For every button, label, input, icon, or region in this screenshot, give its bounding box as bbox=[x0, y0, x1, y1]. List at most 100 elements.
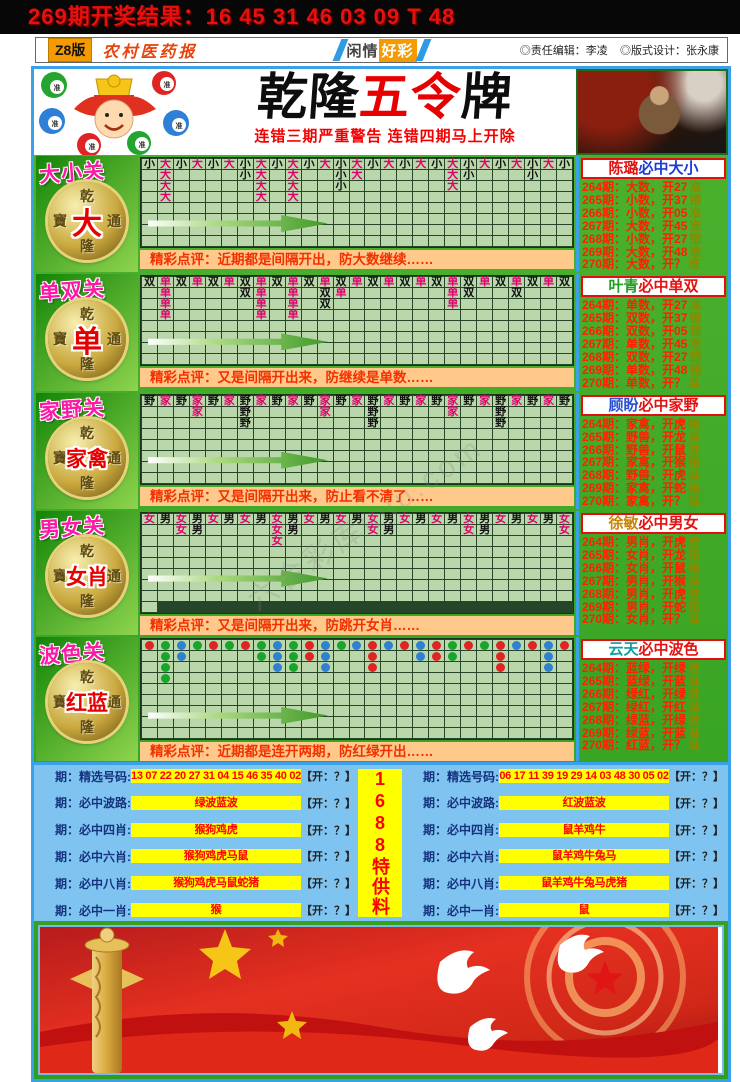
grid-cell bbox=[237, 321, 253, 332]
grid-cell bbox=[205, 717, 221, 728]
grid-cell bbox=[445, 717, 461, 728]
grid-cell bbox=[317, 461, 333, 472]
grid-cell bbox=[253, 662, 269, 673]
blue-dot bbox=[272, 662, 282, 672]
grid-cell bbox=[205, 332, 221, 343]
grid-cell bbox=[429, 580, 445, 591]
grid-cell bbox=[557, 332, 572, 343]
grid-cell bbox=[381, 214, 397, 224]
grid-cell bbox=[253, 684, 269, 695]
grid-cell bbox=[237, 684, 253, 695]
grid-cell bbox=[205, 706, 221, 717]
title-block: 乾隆五令牌 连错三期严重警告 连错四期马上开除 bbox=[194, 69, 576, 155]
prediction-row: 264期：家禽，开虎错 bbox=[581, 417, 726, 431]
grid-cell bbox=[365, 662, 381, 673]
grid-cell bbox=[349, 299, 365, 310]
grid-cell bbox=[397, 417, 413, 428]
grid-cell bbox=[269, 354, 285, 365]
panel-nannv: 徐敏必中男女 264期：男肖，开虎准 265期：女肖，开龙错 266期：女肖，开鼠错… bbox=[576, 511, 728, 636]
grid-cell bbox=[173, 591, 189, 602]
grid-cell bbox=[541, 428, 557, 439]
grid-cell bbox=[205, 640, 221, 651]
grid-cell bbox=[477, 332, 493, 343]
grid-cell bbox=[461, 728, 477, 739]
section-label: 男女关 乾 寶 通 隆 女肖 bbox=[36, 511, 138, 636]
grid-cell bbox=[237, 569, 253, 580]
grid-cell bbox=[349, 332, 365, 343]
grid-cell bbox=[461, 569, 477, 580]
grid-cell bbox=[557, 428, 572, 439]
pick-label: 期：必中一肖: bbox=[55, 903, 131, 918]
grid-cell bbox=[509, 717, 525, 728]
prediction-row: 266期：野兽，开鼠准 bbox=[581, 443, 726, 457]
grid-cell bbox=[221, 461, 237, 472]
grid-cell: 男 bbox=[285, 524, 301, 537]
panel-title-rest: 必中大小 bbox=[638, 160, 699, 177]
grid-cell bbox=[237, 450, 253, 461]
grid-cell bbox=[221, 236, 237, 246]
grid-cell bbox=[461, 225, 477, 235]
grid-cell bbox=[301, 406, 317, 417]
grid-cell bbox=[237, 536, 253, 547]
grid-cell bbox=[301, 450, 317, 461]
grid-cell bbox=[557, 717, 572, 728]
grid-wrap: 双单双单双单双单双单双单双单双单双单双单双单双单双单双单双单单双单单双双单单单双… bbox=[138, 274, 576, 390]
prediction-row: 269期：男肖，开蛇错 bbox=[581, 600, 726, 614]
grid-cell bbox=[477, 170, 493, 180]
grid-cell bbox=[525, 225, 541, 235]
grid-cell bbox=[381, 591, 397, 602]
coin-char: 乾 bbox=[80, 543, 94, 560]
grid-cell bbox=[461, 203, 477, 213]
prediction-row: 269期：大数，开48 准 bbox=[581, 245, 726, 259]
grid-cell: 野 bbox=[237, 405, 253, 418]
verdict-mark: 准 bbox=[688, 586, 701, 601]
coin-char: 通 bbox=[107, 213, 121, 229]
grid-cell bbox=[237, 461, 253, 472]
grid-cell bbox=[301, 525, 317, 536]
grid-cell bbox=[317, 310, 333, 321]
slash-decoration bbox=[415, 39, 431, 61]
grid-cell bbox=[541, 192, 557, 202]
grid-cell bbox=[397, 450, 413, 461]
verdict-mark: 准 bbox=[688, 375, 701, 390]
grid-cell bbox=[413, 354, 429, 365]
grid-cell bbox=[493, 536, 509, 547]
grid-cell bbox=[429, 236, 445, 246]
grid-cell bbox=[301, 695, 317, 706]
grid-cell bbox=[477, 354, 493, 365]
grid-cell: 大 bbox=[285, 169, 301, 181]
grid-cell bbox=[142, 236, 157, 246]
grid-cell bbox=[397, 706, 413, 717]
grid-cell bbox=[461, 439, 477, 450]
grid-cell bbox=[317, 236, 333, 246]
grid-cell bbox=[142, 321, 157, 332]
grid-cell bbox=[173, 728, 189, 739]
grid-cell bbox=[349, 214, 365, 224]
prediction-text: 269期：单数，开48 bbox=[582, 362, 688, 377]
grid-cell bbox=[557, 354, 572, 365]
grid-cell bbox=[413, 450, 429, 461]
section-jiaye: 家野关 乾 寶 通 隆 家禽 野家野家野家野家野家野家野家野家野家野家野家野家野… bbox=[34, 392, 728, 510]
grid-cell bbox=[381, 673, 397, 684]
grid-cell bbox=[525, 288, 541, 299]
grid-cell bbox=[269, 472, 285, 483]
grid-cell: 小 bbox=[173, 158, 189, 170]
grid-cell bbox=[557, 640, 572, 651]
grid-cell bbox=[541, 728, 557, 739]
grid-cell bbox=[253, 417, 269, 428]
grid-cell bbox=[301, 299, 317, 310]
verdict-mark: 错 bbox=[689, 192, 702, 207]
grid-cell bbox=[205, 695, 221, 706]
grid-cell bbox=[397, 591, 413, 602]
pick-value: 鼠羊鸡牛 bbox=[499, 822, 669, 837]
grid-cell bbox=[269, 569, 285, 580]
comment-bar: 精彩点评：又是间隔开出来，防继续是单数…… bbox=[140, 368, 574, 388]
grid-cell bbox=[557, 662, 572, 673]
grid-cell bbox=[189, 558, 205, 569]
main-frame: 六合彩库uuu.com 准 准 准 准 准 准 bbox=[31, 66, 731, 1082]
blue-dot bbox=[544, 640, 554, 650]
grid-cell: 双 bbox=[237, 287, 253, 300]
grid-cell bbox=[237, 214, 253, 224]
grid-cell: 男 bbox=[509, 513, 525, 526]
prediction-row: 267期：绿红，开红准 bbox=[581, 700, 726, 714]
